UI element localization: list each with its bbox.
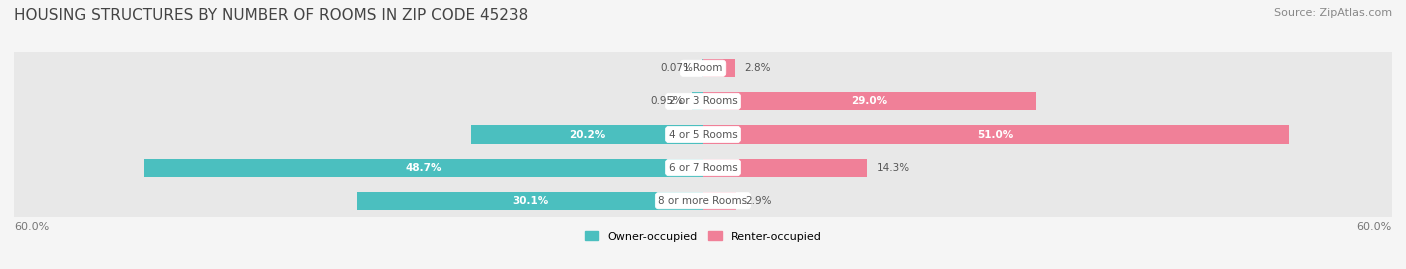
Bar — [143, 158, 703, 177]
Text: 2.8%: 2.8% — [744, 63, 770, 73]
Text: 4 or 5 Rooms: 4 or 5 Rooms — [669, 129, 737, 140]
Text: 14.3%: 14.3% — [876, 162, 910, 173]
Text: 60.0%: 60.0% — [1357, 222, 1392, 232]
Bar — [692, 92, 703, 111]
Bar — [14, 184, 1392, 217]
Text: 2 or 3 Rooms: 2 or 3 Rooms — [669, 96, 737, 107]
Text: Source: ZipAtlas.com: Source: ZipAtlas.com — [1274, 8, 1392, 18]
Bar — [14, 118, 1392, 151]
Bar — [357, 192, 703, 210]
Bar — [703, 59, 735, 77]
Text: 29.0%: 29.0% — [852, 96, 887, 107]
Bar — [703, 158, 868, 177]
Text: 2.9%: 2.9% — [745, 196, 772, 206]
Text: 60.0%: 60.0% — [14, 222, 49, 232]
Text: 6 or 7 Rooms: 6 or 7 Rooms — [669, 162, 737, 173]
Text: 1 Room: 1 Room — [683, 63, 723, 73]
Bar — [14, 151, 1392, 184]
Text: 48.7%: 48.7% — [405, 162, 441, 173]
Text: 0.07%: 0.07% — [661, 63, 693, 73]
Text: 0.95%: 0.95% — [650, 96, 683, 107]
Bar — [703, 125, 1289, 144]
Text: 51.0%: 51.0% — [977, 129, 1014, 140]
Text: 8 or more Rooms: 8 or more Rooms — [658, 196, 748, 206]
Bar — [703, 192, 737, 210]
Bar — [14, 85, 1392, 118]
Bar — [471, 125, 703, 144]
Text: 20.2%: 20.2% — [569, 129, 605, 140]
Text: HOUSING STRUCTURES BY NUMBER OF ROOMS IN ZIP CODE 45238: HOUSING STRUCTURES BY NUMBER OF ROOMS IN… — [14, 8, 529, 23]
Legend: Owner-occupied, Renter-occupied: Owner-occupied, Renter-occupied — [581, 227, 825, 246]
Bar — [703, 92, 1036, 111]
Bar — [14, 52, 1392, 85]
Text: 30.1%: 30.1% — [512, 196, 548, 206]
